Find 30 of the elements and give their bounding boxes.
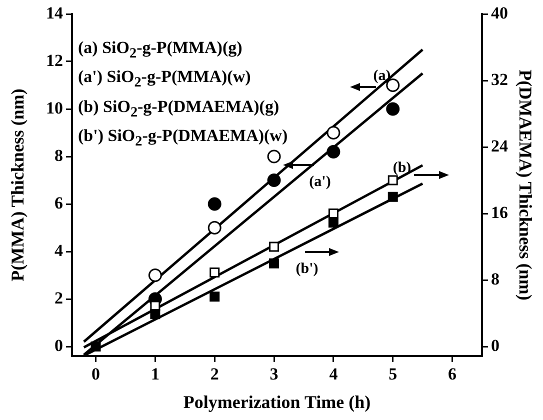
- x-tick-label: 5: [388, 364, 398, 384]
- annotation: (b) SiO$_{2}$-g-P(DMAEMA)(g): [78, 96, 280, 122]
- y-tick-label: 10: [46, 98, 63, 118]
- x-tick-label: 6: [448, 364, 457, 384]
- y2-tick-label: 24: [491, 136, 508, 156]
- annotation: (b'): [296, 261, 318, 277]
- x-tick-label: 2: [210, 364, 219, 384]
- y-tick-label: 2: [54, 288, 63, 308]
- y-tick-label: 12: [46, 50, 63, 70]
- y2-tick-label: 0: [491, 336, 500, 355]
- y-tick-label: 8: [54, 146, 63, 165]
- x-tick-label: 3: [270, 364, 278, 384]
- annotation: (a'): [309, 174, 331, 190]
- x-tick-label: 4: [329, 364, 338, 384]
- x-tick-label: 0: [92, 364, 100, 384]
- y2-tick-label: 16: [491, 202, 508, 222]
- y2-axis-title: P(DMAEMA) Thickness (nm): [516, 70, 536, 300]
- y-tick-label: 6: [54, 193, 63, 212]
- y2-tick-label: 40: [491, 3, 508, 22]
- y2-tick-label: 32: [491, 70, 508, 89]
- y-tick-label: 14: [46, 3, 64, 22]
- y-tick-label: 0: [54, 336, 63, 355]
- x-tick-label: 1: [150, 364, 160, 384]
- annotation: (a') SiO$_{2}$-g-P(MMA)(w): [78, 66, 252, 93]
- x-axis-title: Polymerization Time (h): [183, 392, 371, 412]
- y2-tick-label: 8: [491, 269, 500, 288]
- annotation: (b') SiO$_{2}$-g-P(DMAEMA)(w): [78, 125, 288, 152]
- y-tick-label: 4: [54, 240, 64, 260]
- y-axis-title: P(MMA) Thickness (nm): [7, 88, 28, 282]
- annotation: (a) SiO$_{2}$-g-P(MMA)(g): [78, 37, 244, 64]
